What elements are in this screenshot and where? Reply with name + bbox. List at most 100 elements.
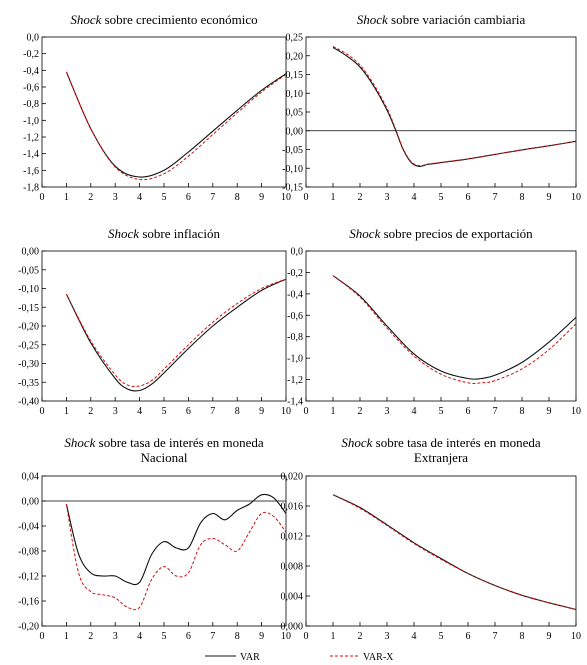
chart-panel-variacion: Shock sobre variación cambiaria 0,25 0,20 0… [282, 12, 581, 203]
y-tick-label: 0,0 [291, 247, 304, 258]
y-tick-label: 0,004 [281, 592, 304, 603]
series-line-var-x [332, 275, 577, 384]
y-tick-label: -1,0 [287, 354, 303, 365]
x-tick-label: 0 [304, 631, 309, 642]
y-tick-label: -0,35 [18, 378, 39, 389]
x-tick-label: 4 [137, 192, 142, 203]
x-tick-label: 7 [210, 192, 215, 203]
x-tick-label: 10 [571, 192, 581, 203]
y-tick-label: -1,2 [287, 375, 303, 386]
y-tick-label: -0,08 [18, 547, 39, 558]
y-tick-label: 0,016 [281, 502, 304, 513]
x-tick-label: 9 [259, 192, 264, 203]
y-tick-label: -0,16 [18, 597, 39, 608]
series-line-var-x [332, 45, 577, 167]
x-tick-label: 4 [137, 631, 142, 642]
chart-panel-tasa-extranjera: Shock sobre tasa de interés en monedaExt… [281, 435, 582, 642]
chart-title-text: sobre inflación [139, 226, 220, 241]
chart-title: Shock sobre inflación [108, 226, 220, 241]
chart-panel-inflacion: Shock sobre inflación 0,00 -0,05 -0,10 -0,15… [18, 226, 291, 417]
x-tick-label: 1 [331, 406, 336, 417]
x-tick-label: 5 [439, 631, 444, 642]
x-tick-label: 3 [113, 631, 118, 642]
plot-frame [305, 475, 577, 627]
plot-frame [305, 250, 577, 402]
x-tick-label: 4 [412, 406, 417, 417]
y-tick-label: -0,2 [23, 49, 39, 60]
y-tick-label: -0,30 [18, 359, 39, 370]
x-tick-label: 9 [547, 631, 552, 642]
x-tick-label: 1 [64, 631, 69, 642]
y-tick-label: -0,05 [18, 265, 39, 276]
y-tick-label: 0,000 [281, 622, 304, 633]
x-tick-label: 7 [493, 192, 498, 203]
y-tick-label: 0,008 [281, 562, 304, 573]
chart-title-shock: Shock [64, 435, 95, 450]
x-tick-label: 4 [412, 631, 417, 642]
series-line-var [332, 494, 577, 611]
y-tick-label: 0,05 [286, 108, 304, 119]
y-tick-label: -0,25 [18, 340, 39, 351]
y-tick-label: -0,12 [18, 572, 39, 583]
x-tick-label: 3 [385, 631, 390, 642]
y-tick-label: 0,20 [286, 51, 304, 62]
x-tick-label: 8 [520, 406, 525, 417]
y-tick-label: -0,40 [18, 397, 39, 408]
chart-title-line2: Nacional [141, 450, 188, 465]
plot-frame [41, 475, 287, 627]
x-tick-label: 1 [331, 192, 336, 203]
x-tick-label: 1 [64, 406, 69, 417]
x-tick-label: 6 [466, 192, 471, 203]
y-tick-label: -0,4 [287, 289, 303, 300]
y-tick-label: 0,020 [281, 472, 304, 483]
x-tick-label: 0 [40, 406, 45, 417]
x-tick-label: 8 [520, 192, 525, 203]
y-tick-label: -0,6 [287, 311, 303, 322]
chart-title-line2: Extranjera [414, 450, 468, 465]
y-tick-label: -0,10 [18, 284, 39, 295]
chart-title: Shock sobre crecimiento económico [70, 12, 257, 27]
y-tick-label: 0,012 [281, 532, 304, 543]
x-tick-label: 10 [281, 192, 291, 203]
plot-frame [305, 36, 577, 188]
x-tick-label: 5 [162, 406, 167, 417]
x-tick-label: 6 [186, 406, 191, 417]
y-tick-label: -0,04 [18, 522, 39, 533]
legend-label-var: VAR [240, 652, 260, 663]
x-tick-label: 10 [571, 406, 581, 417]
x-tick-label: 6 [466, 631, 471, 642]
chart-title-text: sobre tasa de interés en moneda [95, 435, 263, 450]
x-tick-label: 0 [304, 406, 309, 417]
legend: VAR VAR-X [205, 652, 394, 663]
chart-title-shock: Shock [349, 226, 380, 241]
y-tick-label: -0,4 [23, 66, 39, 77]
chart-panel-tasa-nacional: Shock sobre tasa de interés en monedaNac… [18, 435, 291, 642]
y-tick-label: -0,2 [287, 268, 303, 279]
x-tick-label: 9 [547, 192, 552, 203]
y-tick-label: -1,4 [287, 397, 303, 408]
y-tick-label: -0,6 [23, 83, 39, 94]
x-tick-label: 10 [281, 406, 291, 417]
x-tick-label: 2 [358, 631, 363, 642]
x-tick-label: 0 [304, 192, 309, 203]
series-line-var [65, 493, 287, 586]
y-tick-label: -1,4 [23, 149, 39, 160]
x-tick-label: 5 [162, 631, 167, 642]
x-tick-label: 9 [259, 406, 264, 417]
series-line-var-x [65, 71, 287, 181]
chart-panel-exportacion: Shock sobre precios de exportación 0,0 -0,… [287, 226, 581, 417]
x-tick-label: 3 [113, 192, 118, 203]
y-tick-label: -0,15 [282, 183, 303, 194]
x-tick-label: 7 [210, 406, 215, 417]
x-tick-label: 5 [439, 192, 444, 203]
x-tick-label: 2 [88, 192, 93, 203]
legend-label-var-x: VAR-X [363, 652, 394, 663]
y-tick-label: -1,6 [23, 166, 39, 177]
chart-title: Shock sobre tasa de interés en moneda [341, 435, 540, 450]
chart-title-text: sobre tasa de interés en moneda [372, 435, 540, 450]
x-tick-label: 8 [520, 631, 525, 642]
y-tick-label: -1,0 [23, 116, 39, 127]
y-tick-label: 0,00 [22, 497, 40, 508]
x-tick-label: 5 [162, 192, 167, 203]
y-tick-label: 0,15 [286, 70, 304, 81]
